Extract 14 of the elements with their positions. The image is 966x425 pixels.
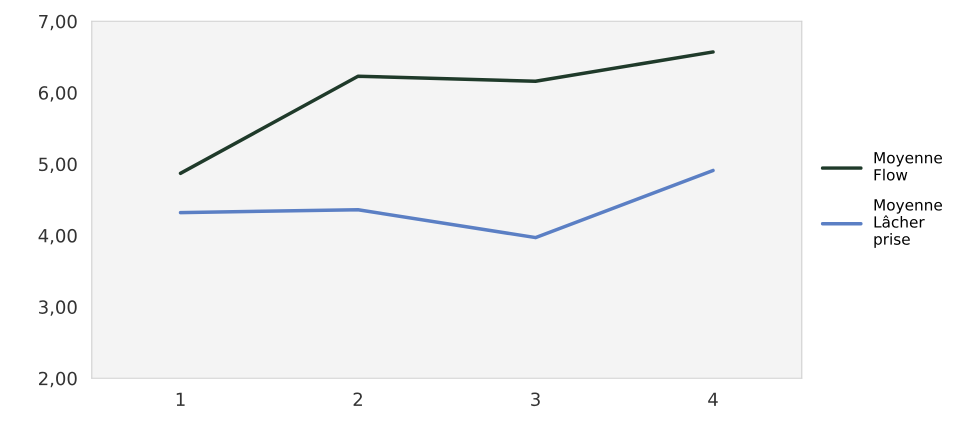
line-series <box>178 50 715 176</box>
line-series <box>178 168 715 240</box>
x-tick-label: 4 <box>708 392 718 406</box>
legend-label: Moyenne Lâcher prise <box>874 199 942 248</box>
x-tick-label: 3 <box>531 392 540 406</box>
y-tick-label: 6,00 <box>38 86 77 102</box>
y-tick-label: 4,00 <box>38 228 77 244</box>
y-tick-label: 5,00 <box>39 158 77 174</box>
x-tick-label: 1 <box>176 392 185 406</box>
y-tick-label: 7,00 <box>39 14 77 30</box>
legend-label: Moyenne Flow <box>874 152 942 181</box>
y-tick-label: 2,00 <box>39 372 77 388</box>
y-tick-label: 3,00 <box>39 300 77 316</box>
x-tick-label: 2 <box>354 392 362 406</box>
